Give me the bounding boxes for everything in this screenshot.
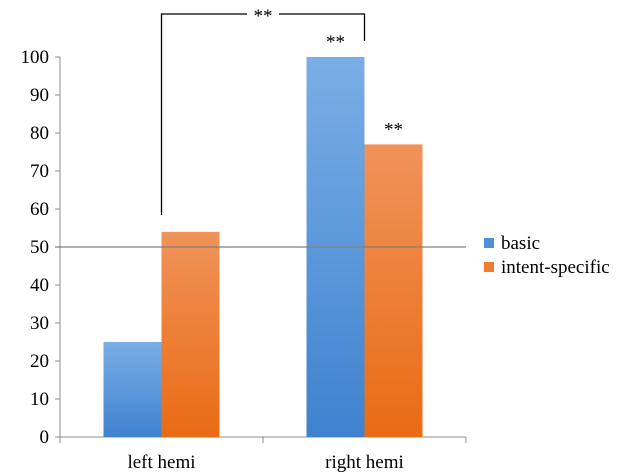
y-tick-label: 90	[30, 85, 49, 106]
bracket-significance-label: **	[254, 6, 273, 27]
x-category-label: right hemi	[325, 452, 404, 473]
bar-intent-specific-left-hemi	[161, 231, 220, 437]
legend-label: intent-specific	[501, 257, 610, 278]
y-tick-label: 60	[30, 199, 49, 220]
bars	[55, 57, 466, 437]
y-tick-label: 80	[30, 123, 49, 144]
annotations: ** ** **	[160, 4, 403, 215]
bracket-label-bg	[247, 4, 279, 22]
bar-significance-label: **	[384, 119, 403, 140]
y-tick-label: 30	[30, 313, 49, 334]
legend: basic intent-specific	[484, 233, 610, 278]
y-tick-label: 70	[30, 161, 49, 182]
x-category-label: left hemi	[127, 452, 195, 473]
y-tick-label: 40	[30, 275, 49, 296]
axes: 0 10 20 30 40 50 60 70 80 90 100 left hemi right hem…	[21, 47, 467, 473]
legend-swatch	[484, 238, 494, 248]
y-tick-label: 20	[30, 351, 49, 372]
legend-label: basic	[501, 233, 540, 254]
y-tick-label: 100	[21, 47, 50, 68]
bar-significance-label: **	[326, 32, 345, 53]
legend-swatch	[484, 262, 494, 272]
bar-basic-left-hemi	[103, 342, 162, 437]
bar-intent-specific-right-hemi	[364, 144, 423, 437]
y-tick-label: 10	[30, 389, 49, 410]
y-tick-label: 0	[40, 427, 50, 448]
y-tick-label: 50	[30, 237, 49, 258]
